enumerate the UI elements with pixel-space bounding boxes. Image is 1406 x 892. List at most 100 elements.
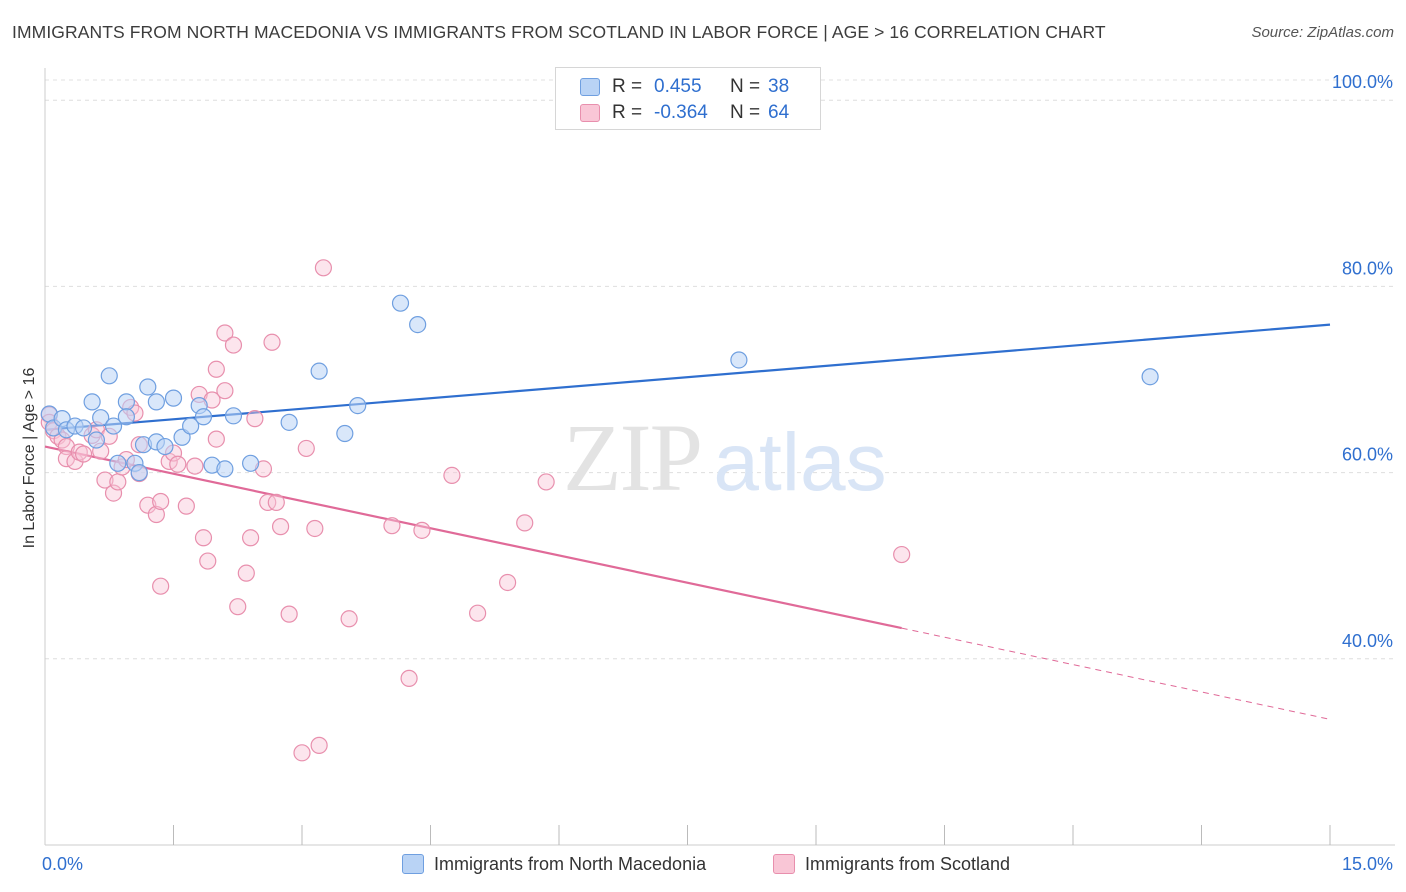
point-north-macedonia bbox=[391, 294, 410, 312]
watermark-atlas: atlas bbox=[713, 417, 886, 508]
point-scotland bbox=[237, 564, 255, 582]
point-north-macedonia bbox=[242, 454, 260, 472]
y-tick-label: 100.0% bbox=[1332, 72, 1393, 92]
chart-title: IMMIGRANTS FROM NORTH MACEDONIA VS IMMIG… bbox=[12, 22, 1106, 42]
point-scotland bbox=[147, 505, 165, 524]
point-scotland bbox=[306, 519, 324, 538]
y-tick-label: 40.0% bbox=[1342, 631, 1393, 651]
r-value: 0.455 bbox=[654, 76, 702, 97]
point-north-macedonia bbox=[87, 431, 106, 449]
bottom-legend-scotland: Immigrants from Scotland bbox=[773, 852, 1010, 876]
point-north-macedonia bbox=[117, 408, 135, 426]
point-scotland bbox=[469, 604, 487, 622]
point-scotland bbox=[139, 496, 157, 514]
point-scotland bbox=[57, 437, 76, 456]
legend-row-north-macedonia: R = 0.455 N = 38 bbox=[580, 75, 789, 99]
point-north-macedonia bbox=[310, 362, 328, 380]
point-scotland bbox=[186, 457, 204, 475]
point-scotland bbox=[109, 473, 127, 491]
point-scotland bbox=[242, 529, 260, 547]
watermark: ZIP atlas bbox=[563, 404, 887, 511]
point-north-macedonia bbox=[280, 413, 298, 431]
point-scotland bbox=[271, 518, 290, 536]
trendlines bbox=[44, 323, 1331, 720]
point-north-macedonia bbox=[349, 396, 367, 415]
point-scotland bbox=[246, 410, 264, 428]
bottom-legend-swatch-pink bbox=[773, 854, 795, 874]
axes bbox=[44, 68, 1395, 846]
n-label: N = bbox=[730, 102, 761, 123]
point-scotland bbox=[443, 466, 461, 485]
point-north-macedonia bbox=[409, 315, 427, 334]
point-scotland bbox=[207, 360, 225, 378]
n-label: N = bbox=[730, 76, 761, 97]
x-tick-label-end: 15.0% bbox=[1342, 854, 1393, 874]
legend-row-scotland: R = -0.364 N = 64 bbox=[580, 101, 789, 125]
point-scotland bbox=[314, 259, 333, 277]
point-north-macedonia bbox=[730, 351, 748, 369]
point-scotland bbox=[224, 336, 243, 354]
y-tick-label: 80.0% bbox=[1342, 258, 1393, 278]
bottom-legend-north-macedonia: Immigrants from North Macedonia bbox=[402, 852, 706, 876]
point-north-macedonia bbox=[216, 460, 234, 478]
point-scotland bbox=[537, 473, 555, 491]
point-north-macedonia bbox=[147, 393, 165, 411]
point-north-macedonia bbox=[182, 417, 200, 435]
point-north-macedonia bbox=[109, 454, 127, 472]
bottom-legend-label: Immigrants from North Macedonia bbox=[434, 853, 707, 874]
point-scotland bbox=[96, 471, 114, 489]
r-label: R = bbox=[612, 102, 643, 123]
point-scotland bbox=[216, 324, 234, 342]
source-label: Source: ZipAtlas.com bbox=[1251, 24, 1394, 41]
r-label: R = bbox=[612, 76, 643, 97]
point-north-macedonia bbox=[164, 389, 183, 407]
point-scotland bbox=[152, 577, 170, 595]
point-scotland bbox=[413, 521, 431, 539]
point-scotland bbox=[383, 517, 401, 535]
point-scotland bbox=[194, 529, 213, 547]
point-scotland bbox=[310, 736, 328, 754]
point-scotland bbox=[74, 445, 93, 463]
point-scotland bbox=[293, 744, 311, 762]
point-north-macedonia bbox=[130, 464, 148, 482]
point-north-macedonia bbox=[139, 378, 157, 396]
point-north-macedonia bbox=[194, 408, 213, 426]
bottom-legend-label: Immigrants from Scotland bbox=[805, 853, 1011, 874]
point-north-macedonia bbox=[83, 393, 101, 411]
point-scotland bbox=[340, 610, 358, 628]
point-north-macedonia bbox=[224, 407, 243, 425]
point-north-macedonia bbox=[92, 409, 110, 427]
tick-labels: 40.0% 60.0% 80.0% 100.0% 0.0% 15.0% bbox=[42, 72, 1393, 874]
point-scotland bbox=[267, 493, 285, 512]
legend-swatch-blue bbox=[580, 78, 600, 96]
point-north-macedonia bbox=[336, 424, 354, 443]
point-scotland bbox=[297, 439, 315, 458]
point-scotland bbox=[400, 669, 418, 687]
y-tick-label: 60.0% bbox=[1342, 445, 1393, 465]
x-tick-label-start: 0.0% bbox=[42, 854, 83, 874]
point-scotland bbox=[263, 333, 281, 351]
n-value: 64 bbox=[768, 102, 790, 123]
point-scotland bbox=[280, 605, 298, 623]
point-scotland bbox=[177, 497, 195, 515]
point-north-macedonia bbox=[1141, 368, 1159, 386]
point-scotland bbox=[499, 573, 517, 592]
watermark-zip: ZIP bbox=[563, 404, 701, 511]
point-scotland bbox=[152, 492, 170, 511]
point-scotland bbox=[199, 552, 217, 570]
point-scotland bbox=[516, 514, 534, 532]
data-points bbox=[40, 259, 1159, 762]
r-value: -0.364 bbox=[654, 102, 708, 123]
point-north-macedonia bbox=[156, 437, 174, 456]
point-north-macedonia bbox=[104, 417, 123, 435]
point-scotland bbox=[893, 545, 911, 564]
n-value: 38 bbox=[768, 76, 790, 97]
point-scotland bbox=[229, 598, 247, 616]
point-north-macedonia bbox=[74, 419, 93, 437]
point-scotland bbox=[216, 382, 234, 400]
trendline-scotland bbox=[44, 445, 902, 630]
point-north-macedonia bbox=[100, 367, 118, 385]
y-axis-label: In Labor Force | Age > 16 bbox=[21, 367, 38, 549]
trendline-scotland-dashed bbox=[901, 627, 1331, 720]
